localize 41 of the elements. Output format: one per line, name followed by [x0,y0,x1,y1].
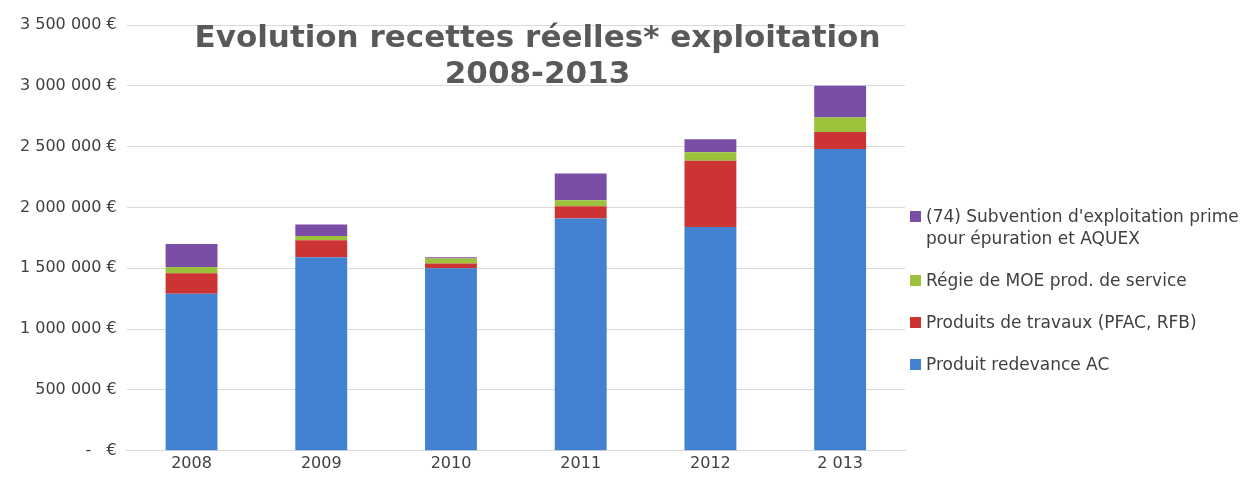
bar [165,273,218,294]
bar [425,263,477,269]
bar [165,243,218,268]
x-tick-label: 2008 [171,452,212,472]
legend-label: Produits de travaux (PFAC, RFB) [926,311,1197,333]
bar [684,139,737,153]
bar [814,85,867,118]
y-tick-label: 2 500 000 € [19,135,117,155]
bar [295,236,348,241]
chart-title: Evolution recettes réelles* exploitation 2008-2013 [193,18,882,90]
y-tick-label: 1 500 000 € [19,257,117,277]
y-tick-label: 3 500 000 € [19,14,117,34]
x-tick-label: 2009 [300,452,342,472]
bar [554,173,607,201]
x-tick-label: 2010 [430,452,472,472]
bar [554,218,607,451]
y-tick-label: 3 000 000 € [19,74,117,94]
y-tick-label: 1 000 000 € [19,318,117,338]
bar [425,268,477,451]
legend-label: Produit redevance AC [926,353,1110,375]
legend-label: (74) Subvention d'exploitation prime pour épuration et AQUEX [926,205,1240,249]
y-tick-label: 500 000 € [35,379,117,399]
bar [554,200,607,207]
bar [295,240,348,258]
legend-label: Régie de MOE prod. de service [926,269,1187,291]
x-tick-label: 2012 [690,452,731,472]
x-tick-label: 2011 [560,452,602,472]
bar [814,149,867,451]
y-tick-label: - € [85,439,117,459]
bar [684,160,737,227]
bar [554,206,607,219]
bar [814,132,867,150]
bar [684,152,737,161]
x-tick-label: 2 013 [817,452,864,472]
bar [295,257,348,451]
bar [684,226,737,451]
bar [814,117,867,133]
bar [295,224,348,237]
y-tick-label: 2 000 000 € [19,196,117,216]
bar [165,293,218,451]
bar [165,267,218,274]
